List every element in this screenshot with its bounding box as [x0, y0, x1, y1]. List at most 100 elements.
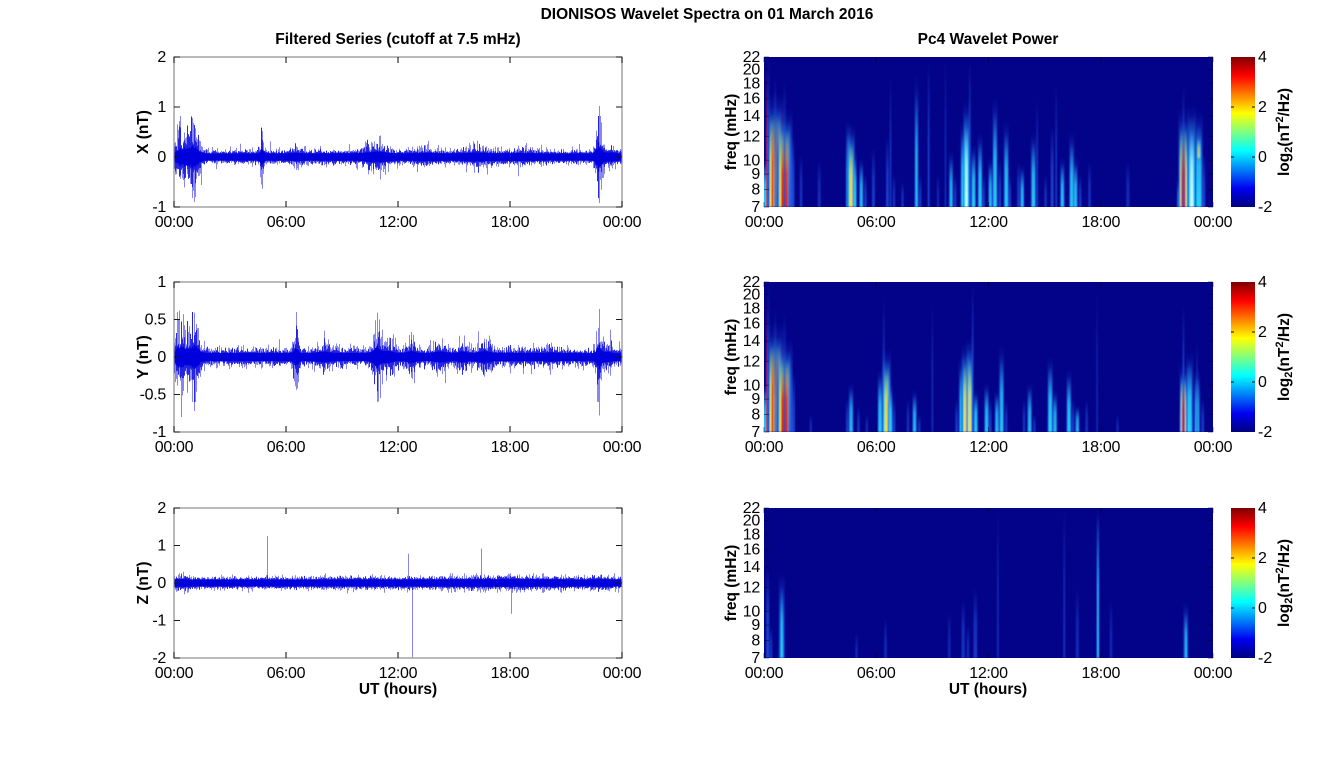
svg-text:16: 16: [743, 316, 761, 333]
svg-text:00:00: 00:00: [603, 439, 642, 456]
svg-text:18: 18: [743, 526, 761, 543]
svg-text:00:00: 00:00: [745, 665, 784, 682]
svg-text:12: 12: [743, 128, 761, 145]
svg-text:00:00: 00:00: [155, 665, 194, 682]
svg-text:log2(nT2/Hz): log2(nT2/Hz): [1274, 88, 1295, 176]
svg-text:-1: -1: [152, 613, 166, 630]
svg-text:freq (mHz): freq (mHz): [723, 319, 740, 396]
svg-text:18:00: 18:00: [1082, 214, 1121, 231]
svg-text:4: 4: [1258, 274, 1267, 291]
svg-text:-2: -2: [1258, 650, 1272, 667]
svg-text:2: 2: [1258, 550, 1267, 567]
svg-text:06:00: 06:00: [857, 665, 896, 682]
svg-text:06:00: 06:00: [267, 665, 306, 682]
svg-text:22: 22: [743, 49, 761, 66]
svg-text:12:00: 12:00: [379, 439, 418, 456]
svg-text:10: 10: [743, 377, 761, 394]
svg-text:-1: -1: [152, 199, 166, 216]
svg-text:9: 9: [751, 617, 760, 634]
svg-text:20: 20: [743, 62, 761, 79]
svg-text:14: 14: [743, 559, 761, 576]
svg-text:00:00: 00:00: [603, 214, 642, 231]
svg-text:18:00: 18:00: [1082, 665, 1121, 682]
svg-text:12:00: 12:00: [379, 665, 418, 682]
svg-text:2: 2: [1258, 324, 1267, 341]
svg-text:0: 0: [1258, 600, 1267, 617]
svg-text:06:00: 06:00: [857, 214, 896, 231]
svg-text:16: 16: [743, 542, 761, 559]
svg-text:18:00: 18:00: [1082, 439, 1121, 456]
svg-text:7: 7: [751, 199, 760, 216]
svg-text:2: 2: [157, 49, 166, 66]
svg-text:00:00: 00:00: [1194, 214, 1233, 231]
svg-text:22: 22: [743, 500, 761, 517]
svg-text:14: 14: [743, 108, 761, 125]
svg-text:Pc4 Wavelet Power: Pc4 Wavelet Power: [918, 31, 1059, 48]
svg-text:1: 1: [157, 538, 166, 555]
svg-text:06:00: 06:00: [267, 214, 306, 231]
svg-text:0: 0: [157, 349, 166, 366]
svg-text:06:00: 06:00: [857, 439, 896, 456]
svg-text:06:00: 06:00: [267, 439, 306, 456]
svg-text:00:00: 00:00: [1194, 439, 1233, 456]
svg-text:0: 0: [157, 149, 166, 166]
svg-text:4: 4: [1258, 500, 1267, 517]
svg-text:20: 20: [743, 287, 761, 304]
svg-text:00:00: 00:00: [603, 665, 642, 682]
svg-text:-1: -1: [152, 424, 166, 441]
svg-text:1: 1: [157, 99, 166, 116]
svg-text:freq (mHz): freq (mHz): [723, 94, 740, 171]
svg-text:22: 22: [743, 274, 761, 291]
svg-text:18:00: 18:00: [491, 665, 530, 682]
svg-text:18: 18: [743, 300, 761, 317]
svg-text:14: 14: [743, 333, 761, 350]
svg-text:UT (hours): UT (hours): [359, 681, 437, 698]
svg-text:X (nT): X (nT): [135, 110, 152, 154]
svg-text:00:00: 00:00: [745, 214, 784, 231]
svg-text:Y (nT): Y (nT): [135, 335, 152, 379]
svg-text:0: 0: [1258, 149, 1267, 166]
svg-text:00:00: 00:00: [745, 439, 784, 456]
svg-text:12:00: 12:00: [969, 439, 1008, 456]
svg-text:8: 8: [751, 407, 760, 424]
svg-text:12:00: 12:00: [379, 214, 418, 231]
svg-text:12:00: 12:00: [969, 214, 1008, 231]
svg-text:-2: -2: [1258, 424, 1272, 441]
svg-text:9: 9: [751, 391, 760, 408]
svg-text:10: 10: [743, 603, 761, 620]
svg-text:12:00: 12:00: [969, 665, 1008, 682]
svg-text:2: 2: [1258, 99, 1267, 116]
svg-text:log2(nT2/Hz): log2(nT2/Hz): [1274, 539, 1295, 627]
svg-text:20: 20: [743, 513, 761, 530]
svg-text:0: 0: [1258, 374, 1267, 391]
svg-text:Filtered Series (cutoff at 7.5: Filtered Series (cutoff at 7.5 mHz): [275, 31, 520, 48]
svg-text:18:00: 18:00: [491, 439, 530, 456]
svg-text:00:00: 00:00: [1194, 665, 1233, 682]
svg-text:2: 2: [157, 500, 166, 517]
svg-text:00:00: 00:00: [155, 439, 194, 456]
svg-text:-0.5: -0.5: [140, 387, 167, 404]
svg-text:7: 7: [751, 424, 760, 441]
svg-text:12: 12: [743, 579, 761, 596]
svg-text:0.5: 0.5: [145, 312, 167, 329]
svg-text:12: 12: [743, 353, 761, 370]
svg-text:4: 4: [1258, 49, 1267, 66]
svg-text:7: 7: [751, 650, 760, 667]
svg-text:log2(nT2/Hz): log2(nT2/Hz): [1274, 313, 1295, 401]
svg-text:16: 16: [743, 91, 761, 108]
svg-text:9: 9: [751, 166, 760, 183]
svg-text:00:00: 00:00: [155, 214, 194, 231]
svg-text:1: 1: [157, 274, 166, 291]
svg-text:18: 18: [743, 75, 761, 92]
svg-text:-2: -2: [1258, 199, 1272, 216]
svg-text:UT (hours): UT (hours): [949, 681, 1027, 698]
svg-text:Z (nT): Z (nT): [135, 561, 152, 604]
svg-text:8: 8: [751, 633, 760, 650]
svg-text:0: 0: [157, 575, 166, 592]
svg-text:freq (mHz): freq (mHz): [723, 545, 740, 622]
svg-text:18:00: 18:00: [491, 214, 530, 231]
svg-text:-2: -2: [152, 650, 166, 667]
svg-text:DIONISOS Wavelet Spectra on 01: DIONISOS Wavelet Spectra on 01 March 201…: [541, 6, 874, 23]
svg-text:10: 10: [743, 152, 761, 169]
svg-text:8: 8: [751, 182, 760, 199]
